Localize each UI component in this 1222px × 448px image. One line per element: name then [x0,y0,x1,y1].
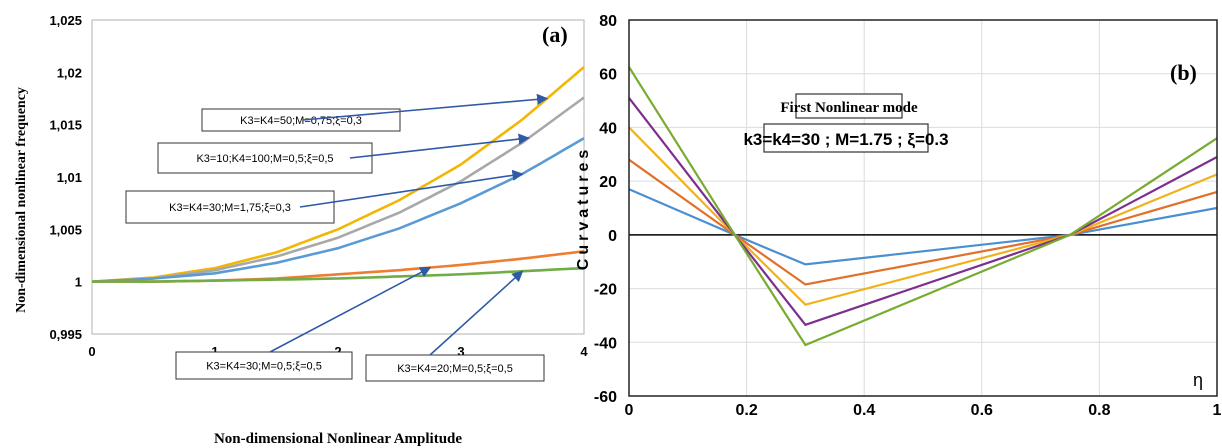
panel-b-y-tick-label: -40 [594,335,617,352]
panel-b-x-axis-title: η [1193,370,1203,390]
panel-b-title-box [795,93,903,119]
panel-a-y-tick-label: 1,025 [49,13,82,28]
panel-a-y-tick-label: 1 [75,275,82,290]
panel-a-series-line-0 [91,66,585,283]
panel-a-series-line-4 [92,266,585,283]
panel-b-series-line-0 [628,188,1218,266]
panel-b-y-tick-label: 60 [599,67,617,84]
panel-a-y-tick-label: 1,005 [49,222,82,237]
panel-a-y-tick-label: 1,015 [49,118,82,133]
panel-a-annotation-arrow [429,270,524,356]
panel-a-y-tick-label: 1,01 [57,170,82,185]
panel-b-y-tick-label: -60 [594,389,617,406]
panel-b-series-line-4 [628,66,1218,347]
panel-a-annotation-box [125,190,335,224]
panel-b-title: First Nonlinear mode [780,100,918,116]
panel-b-label: (b) [1170,60,1197,85]
panel-a-x-axis-title: Non-dimensional Nonlinear Amplitude [214,431,462,447]
panel-a-plot-area [91,19,585,335]
panel-b-x-tick-label: 0.8 [1088,402,1110,419]
panel-b-x-tick-label: 0 [625,402,634,419]
panel-b-series-line-3 [628,97,1218,327]
panel-a-x-tick-label: 4 [580,344,588,359]
panel-a-y-axis-title: Non-dimensional nonlinear frequency [14,87,29,313]
panel-b-y-tick-label: -20 [594,282,617,299]
panel-a-annotation-label: K3=K4=20;M=0,5;ξ=0,5 [397,363,513,375]
panel-a-x-tick-label: 3 [457,344,464,359]
panel-a-annotation-arrow [269,266,432,353]
panel-b-x-tick-label: 0.4 [853,402,875,419]
panel-a-annotation-label: K3=10;K4=100;M=0,5;ξ=0,5 [196,153,333,165]
panel-a-annotation-box [365,354,545,382]
panel-b-subtitle: k3=k4=30 ; M=1.75 ; ξ=0.3 [743,130,948,149]
panel-b-series-line-2 [628,126,1218,306]
panel-a-annotation-arrow [349,133,530,159]
panel-a-series-line-2 [91,137,585,283]
panel-b-x-tick-label: 1 [1213,402,1222,419]
panel-b-x-tick-label: 0.2 [735,402,757,419]
panel-a-annotation-box [157,142,373,174]
panel-b-subtitle-box [763,123,929,153]
panel-a-annotation-label: K3=K4=30;M=0,5;ξ=0,5 [206,361,322,373]
panel-a-annotation-arrow [302,93,549,121]
panel-a-annotation-label: K3=K4=30;M=1,75;ξ=0,3 [169,202,291,214]
panel-b-series-line-1 [628,158,1218,286]
panel-b-y-tick-label: 40 [599,120,617,137]
panel-a-label: (a) [542,22,568,47]
panel-a-annotation-arrow [299,169,524,208]
panel-b-y-tick-label: 0 [608,228,617,245]
panel-a-x-tick-label: 0 [88,344,95,359]
panel-a-annotation-box [175,351,353,380]
panel-a-annotation-box [201,108,401,132]
panel-b-y-tick-label: 20 [599,174,617,191]
panel-a-y-tick-label: 0,995 [49,327,82,342]
panel-b-y-tick-label: 80 [599,13,617,30]
panel-b-chart: -60 -40 -20 0 20 40 60 80 0 0.2 0.4 0.6 0.8 1 (b) Fi… [575,13,1222,419]
panel-b-x-tick-label: 0.6 [971,402,993,419]
panel-b-frame [628,19,1218,397]
panel-a-y-tick-label: 1,02 [57,65,82,80]
panel-b-y-axis-title: Curvatures [575,146,592,270]
